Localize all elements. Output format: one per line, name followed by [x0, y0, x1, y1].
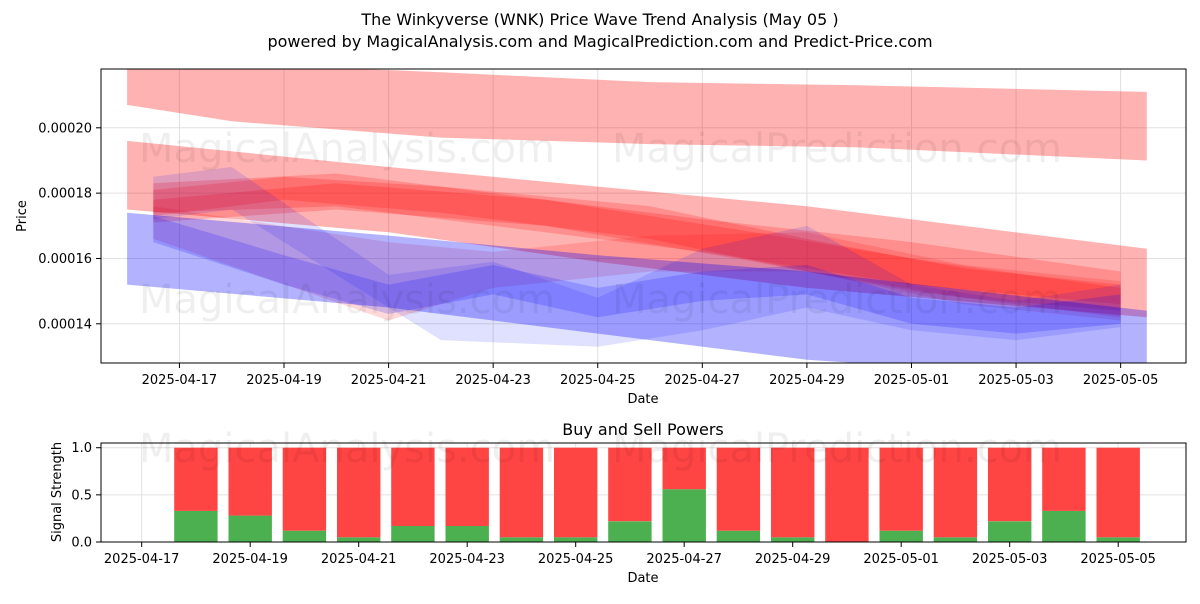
sell-wave-band-3: [153, 176, 1121, 311]
sell-wave-band-0: [127, 69, 1147, 161]
sell-power-bar: [554, 447, 598, 538]
buy-power-bar: [174, 510, 218, 542]
sell-power-bar: [879, 447, 923, 531]
sell-power-bar: [716, 447, 761, 531]
sell-power-bar: [608, 447, 652, 522]
sell-power-bar: [337, 447, 381, 538]
sell-power-bar: [499, 447, 544, 538]
buy-sell-x-tick-label: 2025-04-23: [429, 552, 505, 567]
buy-power-bar: [228, 515, 272, 542]
buy-power-bar: [933, 537, 978, 542]
price-plot-frame: [100, 68, 1187, 364]
buy-power-bar: [608, 521, 652, 542]
buy-power-bar: [879, 530, 923, 542]
buy-power-bar: [988, 521, 1032, 542]
buy-sell-x-tick-label: 2025-05-05: [1080, 552, 1156, 567]
sell-wave-band-4: [153, 183, 1121, 318]
price-y-tick-label: 0.00016: [38, 252, 92, 267]
price-y-tick-label: 0.00020: [38, 121, 92, 136]
buy-power-bar: [1042, 510, 1086, 542]
buy-sell-x-axis-label: Date: [627, 571, 658, 586]
price-x-tick-label: 2025-04-29: [769, 373, 845, 388]
buy-sell-y-ticks: 0.0 0.5 1.0: [71, 441, 101, 551]
sell-power-bar: [228, 447, 272, 516]
buy-power-bar: [499, 537, 544, 542]
watermark-analysis-mid: MagicalAnalysis.com: [139, 277, 555, 323]
buy-sell-x-tick-label: 2025-04-27: [646, 552, 722, 567]
buy-power-bar: [662, 489, 706, 542]
buy-sell-y-axis-label: Signal Strength: [50, 442, 65, 542]
watermark-analysis-top: MagicalAnalysis.com: [139, 126, 555, 172]
price-x-ticks: 2025-04-17 2025-04-19 2025-04-21 2025-04-23…: [142, 363, 1159, 388]
sell-power-bar: [282, 447, 327, 531]
buy-sell-y-tick-label: 1.0: [71, 441, 92, 456]
buy-power-bar: [716, 530, 761, 542]
watermark-analysis-bottom: MagicalAnalysis.com: [139, 426, 555, 472]
sell-power-bar: [391, 447, 435, 526]
price-x-tick-label: 2025-05-05: [1083, 373, 1159, 388]
buy-sell-x-tick-label: 2025-04-29: [755, 552, 831, 567]
watermark-prediction-mid: MagicalPrediction.com: [612, 277, 1062, 323]
price-x-tick-label: 2025-04-23: [455, 373, 531, 388]
price-x-tick-label: 2025-04-19: [246, 373, 322, 388]
buy-wave-band-8: [153, 216, 1121, 334]
watermark-prediction-top: MagicalPrediction.com: [612, 126, 1062, 172]
watermark-prediction-bottom: MagicalPrediction.com: [612, 426, 1062, 472]
sell-power-bar: [825, 447, 869, 542]
buy-power-bar: [554, 537, 598, 542]
sell-power-bar: [933, 447, 978, 538]
price-x-tick-label: 2025-05-01: [874, 373, 950, 388]
buy-sell-x-tick-label: 2025-04-21: [321, 552, 397, 567]
price-x-tick-label: 2025-05-03: [978, 373, 1054, 388]
sell-power-bar: [445, 447, 489, 526]
chart-title: The Winkyverse (WNK) Price Wave Trend An…: [360, 10, 838, 29]
buy-power-bar: [445, 526, 489, 542]
buy-power-bar: [771, 537, 815, 542]
buy-sell-x-tick-label: 2025-04-17: [104, 552, 180, 567]
sell-wave-band-5: [153, 206, 1121, 321]
sell-power-bar: [1042, 447, 1086, 511]
buy-sell-x-tick-label: 2025-05-03: [972, 552, 1048, 567]
buy-sell-x-tick-label: 2025-05-01: [863, 552, 939, 567]
sell-power-bar: [771, 447, 815, 538]
buy-sell-bars: [174, 447, 1140, 542]
price-x-tick-label: 2025-04-25: [560, 373, 636, 388]
buy-sell-x-tick-label: 2025-04-19: [212, 552, 288, 567]
sell-power-bar: [1096, 447, 1140, 538]
price-bands: [127, 69, 1147, 363]
sell-wave-band-1: [127, 140, 1147, 318]
price-y-ticks: 0.00014 0.00016 0.00018 0.00020: [38, 121, 101, 332]
price-y-axis-label: Price: [15, 200, 30, 232]
sell-power-bar: [988, 447, 1032, 522]
sell-wave-band-2: [153, 173, 1121, 305]
buy-sell-x-ticks: 2025-04-17 2025-04-19 2025-04-21 2025-04-23…: [104, 542, 1156, 567]
price-x-axis-label: Date: [627, 392, 658, 407]
buy-sell-title: Buy and Sell Powers: [562, 420, 724, 439]
price-x-tick-label: 2025-04-21: [351, 373, 427, 388]
price-wave-chart: MagicalAnalysis.com MagicalPrediction.co…: [15, 68, 1187, 407]
price-grid: [101, 69, 1186, 363]
buy-wave-band-6: [127, 212, 1147, 363]
chart-subtitle: powered by MagicalAnalysis.com and Magic…: [267, 32, 932, 51]
buy-sell-y-tick-label: 0.5: [71, 488, 92, 503]
buy-power-bar: [1096, 537, 1140, 542]
buy-sell-plot-frame: [100, 442, 1187, 543]
buy-sell-y-tick-label: 0.0: [71, 536, 92, 551]
price-x-tick-label: 2025-04-27: [665, 373, 741, 388]
price-y-tick-label: 0.00018: [38, 187, 92, 202]
buy-power-bar: [282, 530, 327, 542]
price-x-tick-label: 2025-04-17: [142, 373, 218, 388]
sell-power-bar: [174, 447, 218, 511]
buy-power-bar: [391, 526, 435, 542]
price-y-tick-label: 0.00014: [38, 317, 92, 332]
buy-power-bar: [337, 537, 381, 542]
buy-sell-chart: Buy and Sell Powers MagicalAnalysis.com …: [50, 420, 1187, 586]
buy-sell-x-tick-label: 2025-04-25: [538, 552, 614, 567]
buy-wave-band-7: [153, 167, 1121, 347]
sell-power-bar: [662, 447, 706, 490]
